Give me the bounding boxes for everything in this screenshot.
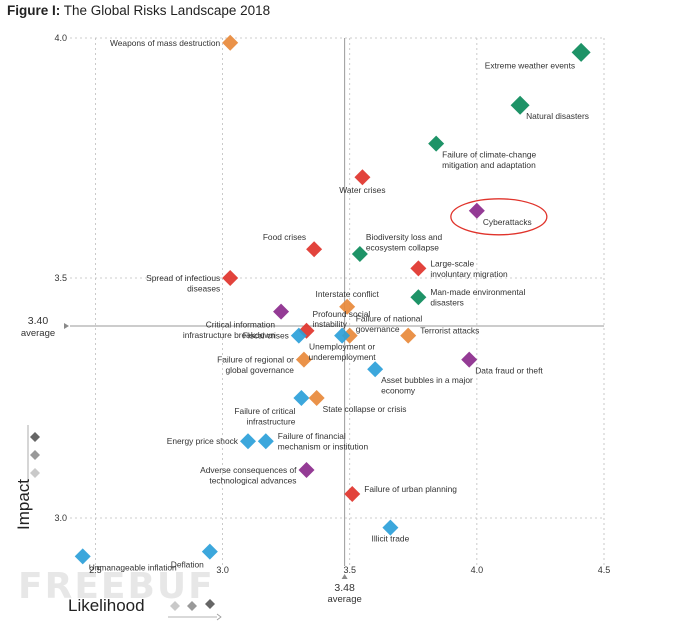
risk-point-illicit-trade [382, 519, 399, 536]
risk-label-terrorist-attacks: Terrorist attacks [420, 326, 479, 336]
risk-label-deflation: Deflation [171, 560, 204, 570]
y-tick-label: 4.0 [54, 33, 67, 43]
risk-label-failure-of-urban-planning: Failure of urban planning [364, 484, 457, 494]
figure-label: Figure I: [7, 3, 61, 18]
figure-title-text: The Global Risks Landscape 2018 [63, 3, 271, 18]
y-tick-label: 3.5 [54, 273, 67, 283]
risk-point-adverse-consequences-of-technological-advances [298, 462, 315, 478]
risk-label-failure-of-regional-or-global-governance: Failure of regional or global governance [217, 355, 294, 375]
risk-point-data-fraud-or-theft [461, 351, 478, 368]
highlight-circle [450, 198, 548, 236]
risk-label-extreme-weather-events: Extreme weather events [485, 60, 575, 70]
risk-point-critical-information-infrastructure-breakdown [273, 303, 290, 320]
impact-legend-diamond [30, 468, 40, 478]
risk-point-food-crises [306, 241, 323, 258]
x-tick-label: 4.0 [471, 565, 484, 575]
risk-label-profound-social-instability: Profound social instability [312, 309, 370, 329]
risk-point-failure-of-urban-planning [344, 486, 361, 502]
risk-label-failure-of-critical-infrastructure: Failure of critical infrastructure [234, 406, 295, 426]
risk-point-failure-of-financial-mechanism-or-institution [257, 433, 274, 450]
x-tick-label: 3.5 [343, 565, 356, 575]
tick-labels: 2.5 3.0 3.5 4.0 4.5 3.0 3.5 4.0 [54, 33, 610, 575]
data-points [74, 34, 591, 565]
risk-point-spread-of-infectious-diseases [222, 270, 239, 286]
x-tick-label: 4.5 [598, 565, 611, 575]
risk-point-weapons-of-mass-destruction [222, 34, 239, 51]
risk-label-large-scale-involuntary-migration: Large-scale involuntary migration [430, 258, 508, 278]
risk-label-unemployment-or-underemployment: Unemployment or underemployment [309, 342, 377, 362]
risk-label-asset-bubbles-in-a-major-economy: Asset bubbles in a major economy [381, 375, 473, 395]
risk-point-terrorist-attacks [400, 327, 417, 344]
risk-label-biodiversity-loss-and-ecosystem-collapse: Biodiversity loss and ecosystem collapse [366, 232, 443, 252]
watermark: FREEBUF [18, 566, 215, 607]
size-legends [27, 425, 222, 621]
risk-label-food-crises: Food crises [263, 232, 306, 242]
likelihood-legend-arrowhead [216, 613, 222, 621]
x-tick-label: 3.0 [216, 565, 229, 575]
likelihood-legend-diamond [170, 601, 180, 611]
risk-label-water-crises: Water crises [339, 185, 385, 195]
risk-point-natural-disasters [510, 95, 530, 115]
x-tick-label: 2.5 [89, 565, 102, 575]
risk-label-state-collapse-or-crisis: State collapse or crisis [323, 404, 407, 414]
risk-label-energy-price-shock: Energy price shock [167, 436, 239, 446]
risk-label-spread-of-infectious-diseases: Spread of infectious diseases [146, 273, 220, 293]
risk-point-state-collapse-or-crisis [308, 390, 325, 406]
likelihood-legend-diamond [187, 601, 197, 611]
likelihood-legend-diamond [205, 599, 215, 609]
risk-label-failure-of-national-governance: Failure of national governance [356, 314, 423, 334]
risk-point-fiscal-crises [290, 327, 307, 344]
risk-label-illicit-trade: Illicit trade [372, 534, 410, 544]
risk-point-failure-of-regional-or-global-governance [295, 351, 312, 368]
average-x-label: average [327, 594, 361, 605]
risk-point-man-made-environmental-disasters [410, 289, 427, 306]
risk-point-asset-bubbles-in-a-major-economy [367, 361, 384, 378]
y-tick-label: 3.0 [54, 513, 67, 523]
risk-point-unmanageable-inflation [74, 548, 91, 565]
impact-legend-diamond [30, 432, 40, 442]
risk-label-man-made-environmental-disasters: Man-made environmental disasters [430, 287, 525, 307]
risk-point-energy-price-shock [240, 433, 256, 450]
risk-label-weapons-of-mass-destruction: Weapons of mass destruction [110, 38, 221, 48]
risk-label-fiscal-crises: Fiscal crises [243, 331, 289, 341]
risk-point-deflation [201, 543, 218, 560]
risk-label-data-fraud-or-theft: Data fraud or theft [475, 366, 543, 376]
average-x-value: 3.48 [334, 582, 355, 594]
risk-point-extreme-weather-events [571, 42, 591, 62]
impact-legend-diamond [30, 450, 40, 460]
risk-label-failure-of-financial-mechanism-or-institution: Failure of financial mechanism or institu… [278, 431, 369, 451]
risk-label-natural-disasters: Natural disasters [526, 111, 589, 121]
risk-point-failure-of-critical-infrastructure [293, 390, 310, 406]
average-y-label: average [21, 328, 55, 339]
risk-point-cyberattacks [468, 202, 485, 219]
risk-label-failure-of-climate-change-mitigation-and-adaptation: Failure of climate-change mitigation and … [442, 150, 536, 170]
average-x-marker [341, 574, 348, 579]
point-labels: Weapons of mass destruction Extreme weath… [89, 38, 589, 573]
y-axis-title: Impact [14, 478, 33, 530]
risk-label-cyberattacks: Cyberattacks [483, 217, 532, 227]
risk-point-unemployment-or-underemployment [334, 327, 351, 344]
risk-label-unmanageable-inflation: Unmanageable inflation [89, 562, 177, 572]
risk-label-critical-information-infrastructure-breakdown: Critical information infrastructure break… [183, 320, 276, 340]
average-y-marker [64, 323, 69, 329]
risk-point-water-crises [354, 169, 371, 186]
risk-point-large-scale-involuntary-migration [410, 260, 427, 277]
risk-label-adverse-consequences-of-technological-advances: Adverse consequences of technological adv… [200, 465, 297, 485]
average-y-value: 3.40 [28, 315, 49, 327]
risk-label-interstate-conflict: Interstate conflict [316, 289, 380, 299]
risk-point-failure-of-climate-change-mitigation-and-adaptation [428, 135, 445, 152]
figure-title: Figure I: The Global Risks Landscape 201… [7, 3, 270, 18]
risk-point-interstate-conflict [339, 298, 356, 315]
grid-layer [70, 37, 605, 566]
risk-point-biodiversity-loss-and-ecosystem-collapse [351, 246, 368, 262]
x-axis-title: Likelihood [68, 596, 145, 615]
